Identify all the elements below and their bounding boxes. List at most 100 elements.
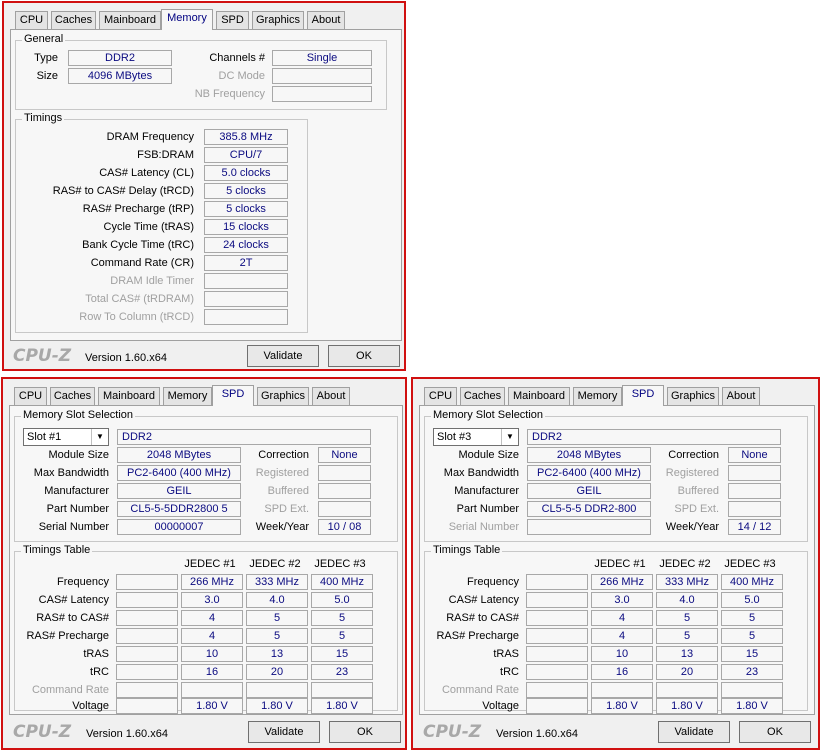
- module-size-value: 2048 MBytes: [117, 447, 241, 463]
- timing-value: 5.0 clocks: [204, 165, 288, 181]
- trc-label: tRC: [90, 666, 109, 678]
- chevron-down-icon[interactable]: ▼: [91, 429, 108, 445]
- timing-label: DRAM Idle Timer: [110, 275, 194, 287]
- timing-cell: [656, 682, 718, 698]
- timing-cell-extra: [526, 682, 588, 698]
- ok-button[interactable]: OK: [739, 721, 811, 743]
- timing-cell: 1.80 V: [721, 698, 783, 714]
- timing-value: [204, 273, 288, 289]
- timing-label: Bank Cycle Time (tRC): [82, 239, 194, 251]
- manufacturer-label: Manufacturer: [44, 485, 109, 497]
- timing-cell: 266 MHz: [591, 574, 653, 590]
- jedec-2-header: JEDEC #2: [249, 558, 301, 570]
- ok-button[interactable]: OK: [328, 345, 400, 367]
- tab-graphics[interactable]: Graphics: [257, 387, 309, 405]
- tab-spd[interactable]: SPD: [216, 11, 249, 29]
- timing-cell: 4: [591, 610, 653, 626]
- cpuz-logo: CPU-Z: [13, 722, 72, 742]
- cpuz-window-memory: CPU Caches Mainboard Memory SPD Graphics…: [2, 1, 406, 371]
- module-size-label: Module Size: [458, 449, 519, 461]
- tab-caches[interactable]: Caches: [50, 387, 95, 405]
- registered-value: [318, 465, 371, 481]
- timing-cell-extra: [526, 628, 588, 644]
- validate-button[interactable]: Validate: [247, 345, 319, 367]
- buffered-label: Buffered: [677, 485, 719, 497]
- validate-button[interactable]: Validate: [658, 721, 730, 743]
- jedec-1-header: JEDEC #1: [594, 558, 646, 570]
- channels-value: Single: [272, 50, 372, 66]
- tab-spd[interactable]: SPD: [622, 385, 664, 406]
- timing-cell: 266 MHz: [181, 574, 243, 590]
- timing-cell: 1.80 V: [591, 698, 653, 714]
- tab-mainboard[interactable]: Mainboard: [508, 387, 570, 405]
- tab-mainboard[interactable]: Mainboard: [99, 11, 161, 29]
- tab-memory[interactable]: Memory: [163, 387, 212, 405]
- slot-select[interactable]: Slot #1 ▼: [23, 428, 109, 446]
- memory-slot-selection-title: Memory Slot Selection: [21, 409, 136, 421]
- validate-button[interactable]: Validate: [248, 721, 320, 743]
- max-bandwidth-label: Max Bandwidth: [443, 467, 519, 479]
- tab-cpu[interactable]: CPU: [15, 11, 48, 29]
- week-year-value: 14 / 12: [728, 519, 781, 535]
- size-value: 4096 MBytes: [68, 68, 172, 84]
- tab-caches[interactable]: Caches: [51, 11, 96, 29]
- tras-label: tRAS: [83, 648, 109, 660]
- cpuz-logo: CPU-Z: [423, 722, 482, 742]
- timing-value: 15 clocks: [204, 219, 288, 235]
- memory-type-value: DDR2: [117, 429, 371, 445]
- timing-cell: 13: [656, 646, 718, 662]
- tab-about[interactable]: About: [722, 387, 760, 405]
- slot-select[interactable]: Slot #3 ▼: [433, 428, 519, 446]
- timing-cell: 23: [721, 664, 783, 680]
- timing-cell-extra: [526, 698, 588, 714]
- memory-type-value: DDR2: [527, 429, 781, 445]
- tab-cpu[interactable]: CPU: [424, 387, 457, 405]
- spd-ext-value: [728, 501, 781, 517]
- timing-value: [204, 309, 288, 325]
- cpuz-window-spd-slot3: CPU Caches Mainboard Memory SPD Graphics…: [411, 377, 820, 750]
- max-bandwidth-label: Max Bandwidth: [33, 467, 109, 479]
- tab-graphics[interactable]: Graphics: [667, 387, 719, 405]
- size-label: Size: [36, 70, 58, 82]
- cas-latency-label: CAS# Latency: [38, 594, 109, 606]
- ras-to-cas-label: RAS# to CAS#: [446, 612, 519, 624]
- timing-cell: 16: [591, 664, 653, 680]
- timing-cell-extra: [116, 646, 178, 662]
- buffered-value: [318, 483, 371, 499]
- ok-button[interactable]: OK: [329, 721, 401, 743]
- correction-label: Correction: [668, 449, 719, 461]
- cas-latency-label: CAS# Latency: [448, 594, 519, 606]
- timing-value: 2T: [204, 255, 288, 271]
- tab-about[interactable]: About: [312, 387, 350, 405]
- timing-cell: 1.80 V: [311, 698, 373, 714]
- tab-cpu[interactable]: CPU: [14, 387, 47, 405]
- timing-label: Total CAS# (tRDRAM): [85, 293, 194, 305]
- buffered-label: Buffered: [267, 485, 309, 497]
- timing-value: 5 clocks: [204, 201, 288, 217]
- tab-memory[interactable]: Memory: [161, 9, 213, 30]
- tab-memory[interactable]: Memory: [573, 387, 622, 405]
- chevron-down-icon[interactable]: ▼: [501, 429, 518, 445]
- serial-number-value: [527, 519, 651, 535]
- jedec-2-header: JEDEC #2: [659, 558, 711, 570]
- week-year-value: 10 / 08: [318, 519, 371, 535]
- week-year-label: Week/Year: [665, 521, 719, 533]
- trc-label: tRC: [500, 666, 519, 678]
- timing-cell: 5: [311, 610, 373, 626]
- spd-ext-label: SPD Ext.: [674, 503, 719, 515]
- channels-label: Channels #: [209, 52, 265, 64]
- spd-panel: Memory Slot Selection Slot #3 ▼ DDR2 Mod…: [419, 405, 815, 715]
- timing-cell: 4: [181, 610, 243, 626]
- timing-cell: 15: [721, 646, 783, 662]
- tab-graphics[interactable]: Graphics: [252, 11, 304, 29]
- tab-about[interactable]: About: [307, 11, 345, 29]
- memory-slot-selection-group: Memory Slot Selection Slot #1 ▼ DDR2 Mod…: [14, 409, 398, 542]
- tab-spd[interactable]: SPD: [212, 385, 254, 406]
- tab-caches[interactable]: Caches: [460, 387, 505, 405]
- correction-value: None: [318, 447, 371, 463]
- timing-value: 385.8 MHz: [204, 129, 288, 145]
- timing-cell: 10: [181, 646, 243, 662]
- timing-cell-extra: [116, 698, 178, 714]
- voltage-label: Voltage: [72, 700, 109, 712]
- tab-mainboard[interactable]: Mainboard: [98, 387, 160, 405]
